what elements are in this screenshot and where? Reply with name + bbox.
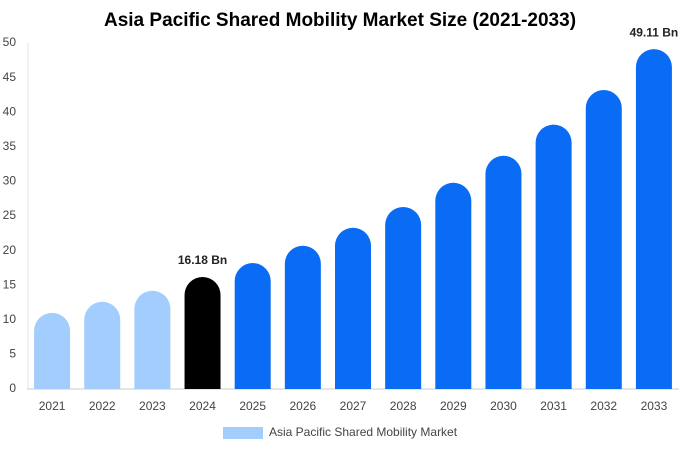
bar — [34, 312, 71, 389]
x-tick-label: 2029 — [440, 399, 467, 413]
legend-label: Asia Pacific Shared Mobility Market — [269, 425, 458, 439]
value-label: 16.18 Bn — [178, 253, 227, 267]
bar — [284, 245, 321, 389]
value-label: 49.11 Bn — [630, 25, 679, 39]
bar — [385, 207, 422, 389]
bar — [184, 277, 221, 389]
bar — [585, 90, 622, 390]
chart-title: Asia Pacific Shared Mobility Market Size… — [104, 10, 576, 31]
bar — [234, 263, 271, 389]
x-tick-label: 2028 — [390, 399, 417, 413]
x-tick-label: 2021 — [39, 399, 66, 413]
x-tick-label: 2022 — [89, 399, 116, 413]
bar — [485, 155, 522, 389]
y-tick-label: 15 — [3, 277, 17, 291]
bar — [335, 227, 371, 389]
x-tick-label: 2033 — [641, 399, 668, 413]
x-tick-label: 2032 — [590, 399, 617, 413]
bar — [134, 290, 171, 389]
y-tick-label: 25 — [3, 208, 17, 222]
y-tick-label: 10 — [3, 312, 17, 326]
x-tick-label: 2023 — [139, 399, 166, 413]
y-tick-label: 20 — [3, 243, 17, 257]
x-tick-label: 2026 — [289, 399, 316, 413]
x-tick-label: 2024 — [189, 399, 216, 413]
bar — [635, 49, 672, 389]
bar — [84, 301, 121, 389]
y-tick-label: 50 — [3, 35, 17, 49]
x-tick-label: 2031 — [540, 399, 567, 413]
x-tick-label: 2025 — [239, 399, 266, 413]
bar — [435, 182, 472, 389]
y-tick-label: 40 — [3, 104, 17, 118]
y-tick-label: 45 — [3, 70, 17, 84]
legend-swatch — [223, 427, 263, 439]
y-tick-label: 0 — [9, 381, 16, 395]
y-tick-label: 35 — [3, 139, 17, 153]
bar — [535, 124, 572, 389]
x-tick-label: 2027 — [340, 399, 367, 413]
y-tick-label: 30 — [3, 174, 17, 188]
x-tick-label: 2030 — [490, 399, 517, 413]
y-tick-label: 5 — [9, 347, 16, 361]
